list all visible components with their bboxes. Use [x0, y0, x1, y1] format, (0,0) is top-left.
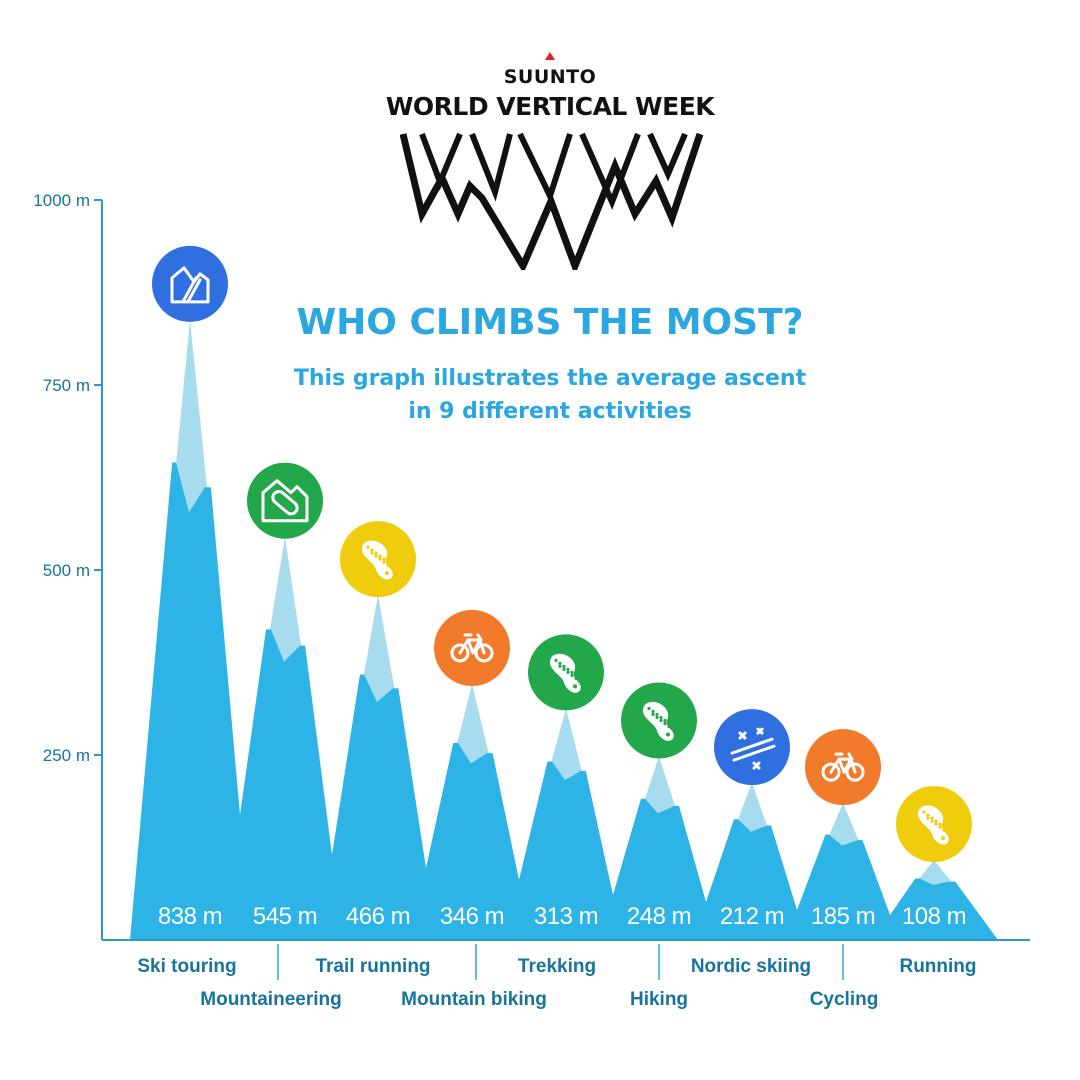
hiking-icon: [621, 682, 697, 759]
category-label: Trekking: [518, 956, 596, 977]
category-label: Trail running: [315, 956, 430, 977]
y-tick-label: 1000 m: [33, 191, 90, 210]
wvw-logo-icon: [400, 132, 704, 270]
value-labels: 838 m 545 m 466 m 346 m 313 m 248 m 212 m 185 m…: [158, 903, 967, 930]
y-tick-label: 250 m: [43, 746, 90, 765]
chart-headline: WHO CLIMBS THE MOST?: [296, 302, 804, 343]
brand-name: SUUNTO: [503, 66, 597, 88]
category-label: Mountaineering: [200, 989, 341, 1010]
value-label: 212 m: [720, 903, 784, 930]
subtitle-line-2: in 9 different activities: [408, 399, 692, 424]
value-label: 346 m: [440, 903, 504, 930]
peak-mountain-biking: [426, 683, 519, 940]
event-title: WORLD VERTICAL WEEK: [385, 92, 715, 121]
category-label: Mountain biking: [401, 989, 547, 1010]
category-label: Nordic skiing: [691, 956, 811, 977]
peak-cycling: [797, 803, 890, 940]
trail-running-icon: [340, 521, 416, 598]
trekking-icon: [528, 634, 604, 711]
category-label: Cycling: [810, 989, 879, 1010]
subtitle-line-1: This graph illustrates the average ascen…: [293, 366, 807, 391]
mountaineering-icon: [247, 462, 323, 539]
y-tick-label: 500 m: [43, 561, 90, 580]
mountain-biking-icon: [434, 609, 510, 686]
category-label: Ski touring: [137, 956, 236, 977]
peak-trekking: [519, 708, 613, 940]
value-label: 185 m: [811, 903, 875, 930]
value-label: 313 m: [534, 903, 598, 930]
brand-triangle-icon: [545, 52, 555, 60]
category-label: Running: [899, 956, 976, 977]
running-icon: [896, 786, 972, 863]
value-label: 248 m: [627, 903, 691, 930]
category-labels: Ski touring Mountaineering Trail running Mo…: [137, 944, 977, 1010]
peak-nordic-skiing: [706, 783, 797, 940]
value-label: 838 m: [158, 903, 222, 930]
value-label: 466 m: [346, 903, 410, 930]
value-label: 545 m: [253, 903, 317, 930]
peak-running: [890, 860, 998, 940]
category-label: Hiking: [630, 989, 688, 1010]
peak-hiking: [613, 756, 706, 940]
peak-mountaineering: [240, 536, 332, 940]
peak-trail-running: [332, 595, 426, 940]
nordic-skiing-icon: [714, 709, 790, 786]
cycling-icon: [805, 729, 881, 806]
value-label: 108 m: [902, 903, 966, 930]
